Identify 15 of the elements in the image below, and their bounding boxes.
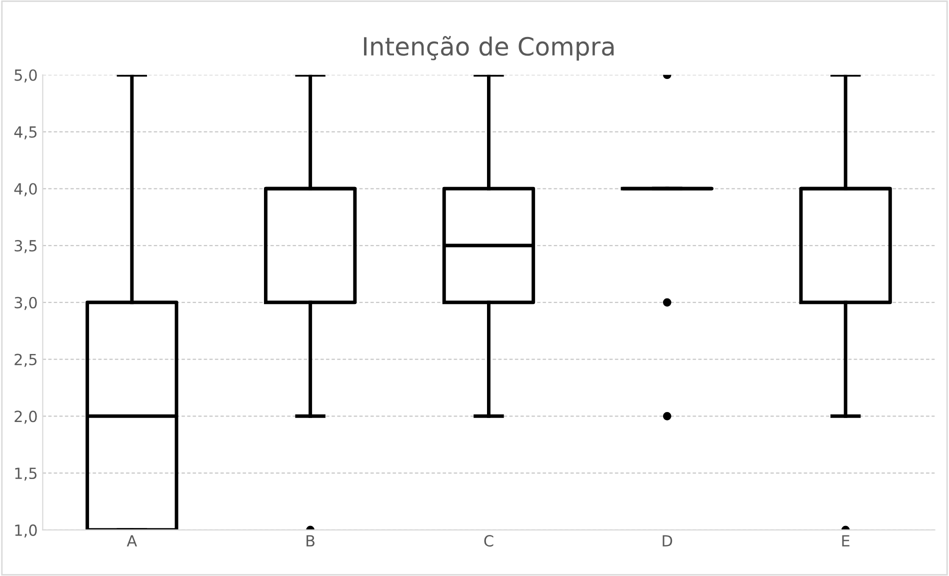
y-tick-label: 1,0 xyxy=(15,524,37,538)
y-tick-label: 2,0 xyxy=(14,410,37,424)
y-tick-label: 2,5 xyxy=(14,354,37,367)
y-tick-label: 4,5 xyxy=(14,126,37,140)
x-tick-label: D xyxy=(662,535,672,546)
y-tick-label: 4,0 xyxy=(14,183,37,196)
y-tick-label: 1,5 xyxy=(15,468,37,481)
x-tick-label: B xyxy=(306,535,314,546)
chart-title: Intenção de Compra xyxy=(364,36,614,61)
y-tick-label: 5,0 xyxy=(14,69,37,82)
x-tick-label: C xyxy=(484,535,494,547)
x-tick-label: E xyxy=(842,535,850,546)
y-tick-label: 3,0 xyxy=(14,296,37,310)
x-tick-label: A xyxy=(126,535,138,546)
y-tick-label: 3,5 xyxy=(14,240,37,254)
